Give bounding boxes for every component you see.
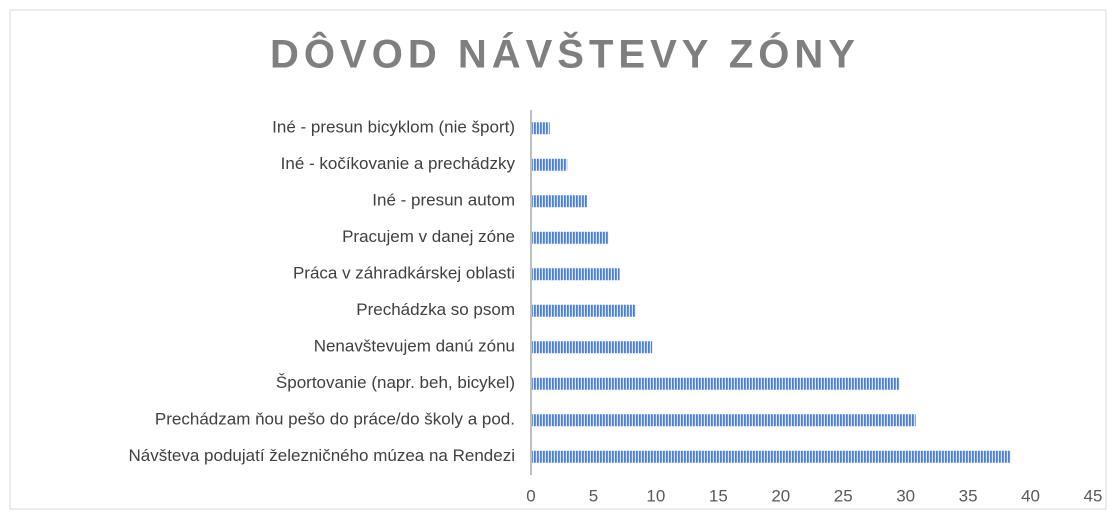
y-tick-label: Iné - presun autom [372, 191, 515, 210]
bar [531, 450, 1011, 463]
y-tick-label: Prechádzam ňou pešo do práce/do školy a … [155, 410, 515, 429]
bar [531, 195, 588, 208]
bar [531, 341, 653, 354]
y-tick-label: Práca v záhradkárskej oblasti [293, 264, 515, 283]
bar [531, 414, 916, 427]
y-tick-label: Nenavštevujem danú zónu [314, 337, 515, 356]
x-tick-label: 40 [1021, 486, 1040, 505]
x-tick-label: 20 [771, 486, 790, 505]
bar [531, 158, 568, 171]
bar [531, 304, 636, 317]
bar [531, 377, 900, 390]
bar [531, 122, 550, 135]
chart-frame [9, 9, 1107, 510]
y-tick-label: Iné - presun bicyklom (nie šport) [272, 118, 515, 137]
chart-title: DÔVOD NÁVŠTEVY ZÓNY [270, 31, 860, 77]
x-tick-label: 10 [646, 486, 665, 505]
y-tick-label: Športovanie (napr. beh, bicykel) [276, 373, 515, 392]
x-tick-label: 15 [709, 486, 728, 505]
y-tick-label: Prechádzka so psom [356, 300, 515, 319]
x-tick-label: 25 [834, 486, 853, 505]
x-tick-label: 35 [959, 486, 978, 505]
bar [531, 231, 609, 244]
bar [531, 268, 620, 281]
x-tick-label: 45 [1084, 486, 1103, 505]
y-tick-label: Iné - kočíkovanie a prechádzky [281, 154, 516, 173]
y-tick-label: Návšteva podujatí železničného múzea na … [128, 446, 515, 465]
x-tick-label: 30 [896, 486, 915, 505]
x-tick-label: 0 [526, 486, 535, 505]
y-tick-label: Pracujem v danej zóne [342, 227, 515, 246]
x-tick-label: 5 [589, 486, 598, 505]
